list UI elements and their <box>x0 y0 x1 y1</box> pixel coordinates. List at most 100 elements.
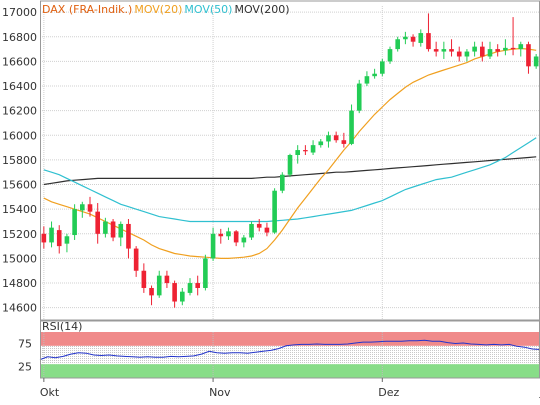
rsi-panel <box>39 332 540 378</box>
candle-body <box>164 275 170 284</box>
candle-body <box>272 190 277 233</box>
candle <box>241 235 247 248</box>
candle <box>156 270 162 298</box>
main-chart-grid <box>40 6 540 320</box>
price-tick-label: 16200 <box>2 105 37 118</box>
rsi-axis: 25 75 <box>18 338 32 374</box>
rsi-legend: RSI(14) <box>42 320 82 333</box>
candle <box>272 188 277 234</box>
candle <box>418 29 424 47</box>
candle-body <box>456 51 462 57</box>
candle <box>187 278 193 296</box>
candle <box>218 228 224 244</box>
candle-body <box>303 150 308 152</box>
rsi-oversold-zone <box>40 364 540 378</box>
date-tick-label: Okt <box>40 386 60 399</box>
candle-body <box>172 283 177 302</box>
candle <box>172 280 177 308</box>
candle <box>141 263 147 293</box>
legend-entry: DAX (FRA-Indik.) <box>42 3 132 16</box>
candle <box>395 36 400 52</box>
candle-body <box>441 49 447 52</box>
candle-body <box>226 231 231 237</box>
candle <box>126 219 131 259</box>
candle-body <box>372 73 377 77</box>
candle <box>164 270 170 288</box>
candle-body <box>72 209 77 236</box>
candle-body <box>510 47 516 50</box>
candle-body <box>503 47 508 51</box>
candle <box>472 41 477 57</box>
rsi-tick-label: 25 <box>18 361 32 374</box>
price-tick-label: 15800 <box>2 154 37 167</box>
candle <box>49 221 54 248</box>
candle-body <box>210 233 216 259</box>
candle <box>310 140 316 155</box>
candle-body <box>480 46 485 57</box>
candle <box>264 222 270 237</box>
candle <box>103 217 108 238</box>
candlestick-series <box>41 13 539 308</box>
candle <box>280 172 285 194</box>
candle <box>195 275 200 296</box>
candle-body <box>126 223 131 249</box>
candle <box>95 203 100 244</box>
candle <box>210 227 216 261</box>
candle <box>433 41 439 57</box>
candle <box>480 41 485 62</box>
candle <box>410 34 416 47</box>
price-tick-label: 16400 <box>2 80 37 93</box>
candle-body <box>41 233 47 243</box>
candle <box>80 201 85 218</box>
date-tick-label: Dez <box>378 386 399 399</box>
candle-body <box>133 248 139 271</box>
candle <box>495 44 500 57</box>
candle-body <box>195 283 200 288</box>
candle <box>341 132 347 148</box>
candle-body <box>464 51 470 57</box>
candle-body <box>533 56 539 67</box>
candle-body <box>287 154 293 175</box>
candle <box>333 131 339 143</box>
candle-body <box>156 275 162 296</box>
candle-body <box>487 49 493 57</box>
candle <box>226 227 231 240</box>
candle-body <box>341 140 347 144</box>
candle <box>456 46 462 62</box>
rsi-tick-label: 75 <box>18 338 32 351</box>
chart-legend: DAX (FRA-Indik.) MOV(20) MOV(50) MOV(200) <box>42 3 290 16</box>
legend-entry: MOV(50) <box>184 3 232 16</box>
candle <box>441 41 447 59</box>
price-tick-label: 17000 <box>2 6 37 19</box>
price-tick-label: 15400 <box>2 203 37 216</box>
candle <box>87 196 93 217</box>
price-tick-label: 16800 <box>2 31 37 44</box>
candle-body <box>203 258 208 288</box>
candle <box>403 31 408 45</box>
candle <box>318 138 324 148</box>
candle-body <box>87 204 93 212</box>
candle-body <box>264 227 270 233</box>
candle <box>233 230 239 247</box>
candle-body <box>395 39 400 50</box>
candle <box>449 39 454 57</box>
candle-body <box>95 211 100 234</box>
candle <box>295 145 300 164</box>
candle <box>356 79 362 114</box>
mov20-line <box>43 47 537 259</box>
date-tick-label: Jan <box>539 386 540 399</box>
candle <box>364 71 370 87</box>
candle <box>256 219 262 232</box>
candle-body <box>356 83 362 111</box>
candle <box>503 39 508 56</box>
candle-body <box>256 223 262 228</box>
candle-body <box>387 49 393 62</box>
candle <box>203 254 208 291</box>
candle-body <box>495 49 500 52</box>
candle-body <box>249 223 254 238</box>
candle-body <box>526 44 531 67</box>
candle-body <box>295 150 300 155</box>
candle-body <box>518 44 524 50</box>
price-tick-label: 14800 <box>2 277 37 290</box>
